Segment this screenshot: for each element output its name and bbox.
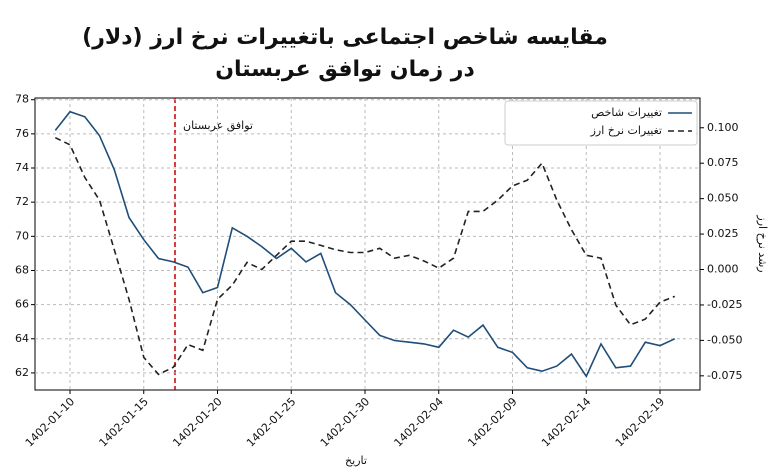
x-axis-label: تاریخ [345, 454, 367, 467]
chart-subtitle: در زمان توافق عربستان [215, 57, 474, 82]
legend-label: تغییرات شاخص [591, 106, 662, 119]
y-tick-label: 62 [15, 366, 29, 379]
y-tick-label: 68 [15, 263, 29, 276]
y2-tick-label: 0.100 [707, 121, 739, 134]
x-tick-label: 1402-02-04 [392, 395, 446, 449]
annotation: توافق عربستان [183, 119, 253, 133]
y2-tick-label: 0.000 [707, 263, 739, 276]
x-tick-label: 1402-01-20 [170, 395, 224, 449]
marks [54, 110, 676, 378]
y-tick-label: 66 [15, 298, 29, 311]
y2-tick-label: 0.075 [707, 156, 739, 169]
y2-axis-label: رشد نرخ ارز [756, 214, 769, 272]
legend-box [504, 100, 698, 146]
y-tick-label: 72 [15, 195, 29, 208]
x-tick-label: 1402-02-19 [613, 395, 667, 449]
x-tick-label: 1402-01-25 [244, 395, 298, 449]
y2-tick-label: -0.050 [707, 333, 742, 346]
y2-tick-label: -0.025 [707, 298, 742, 311]
series-line [54, 136, 676, 376]
y-tick-label: 64 [15, 332, 29, 345]
x-tick-label: 1402-02-09 [465, 395, 519, 449]
grid [35, 98, 700, 390]
plot-frame [34, 97, 701, 391]
legend-label: تغییرات نرخ ارز [590, 124, 662, 137]
x-tick-label: 1402-01-15 [97, 395, 151, 449]
series-line [54, 110, 676, 378]
y2-tick-label: -0.075 [707, 369, 742, 382]
y-tick-label: 76 [15, 127, 29, 140]
y2-tick-label: 0.050 [707, 192, 739, 205]
y2-tick-label: 0.025 [707, 227, 739, 240]
x-tick-label: 1402-01-30 [318, 395, 372, 449]
x-tick-label: 1402-02-14 [539, 395, 593, 449]
x-tick-label: 1402-01-10 [23, 395, 77, 449]
y-tick-label: 70 [15, 229, 29, 242]
chart-title: مقایسه شاخص اجتماعی باتغییرات نرخ ارز (د… [82, 25, 608, 50]
y-tick-label: 74 [15, 161, 29, 174]
y-tick-label: 78 [15, 93, 29, 106]
